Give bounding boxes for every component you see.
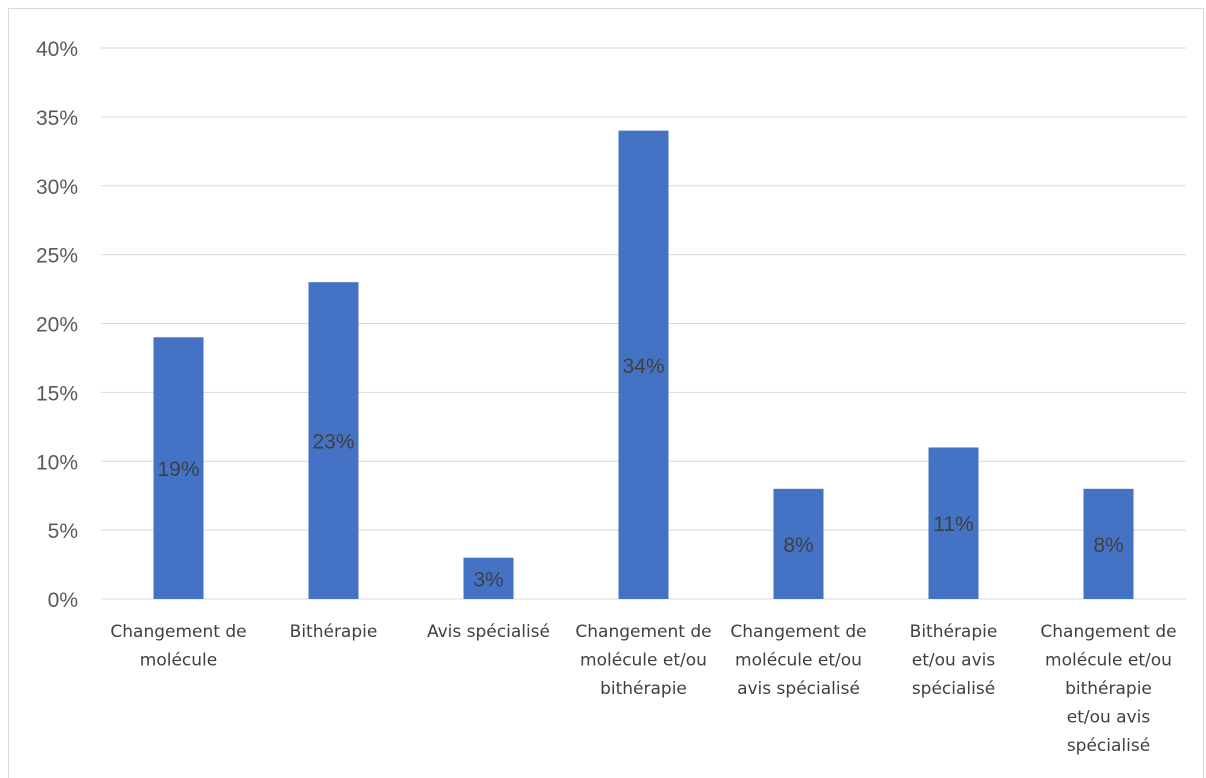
category-label-line: et/ou avis: [912, 651, 996, 671]
data-label: 11%: [933, 513, 973, 536]
category-label-line: bithérapie: [600, 679, 687, 699]
x-axis-categories: Changement de molécule Bithérapie Avis spéc…: [110, 622, 1176, 756]
category-label-line: molécule: [140, 651, 217, 671]
category-label-line: Changement de: [730, 622, 866, 642]
category-label-line: molécule et/ou: [580, 651, 707, 671]
category-label-line: spécialisé: [912, 679, 995, 699]
y-tick-label: 10%: [36, 451, 78, 474]
category-label: Changement de molécule: [110, 622, 246, 671]
category-label-line: Changement de: [1040, 622, 1176, 642]
bar: [618, 130, 669, 599]
category-label: Bithérapie et/ou avis spécialisé: [910, 622, 998, 699]
category-label: Avis spécialisé: [427, 622, 550, 642]
y-tick-label: 15%: [36, 382, 78, 405]
category-label-line: Bithérapie: [910, 622, 998, 642]
chart-frame: [8, 8, 1204, 778]
category-label: Changement de molécule et/ou avis spéciali…: [730, 622, 866, 699]
category-label: Bithérapie: [290, 622, 378, 642]
y-tick-label: 40%: [36, 38, 78, 61]
data-label: 19%: [157, 458, 199, 481]
y-tick-label: 20%: [36, 314, 78, 337]
category-label-line: Changement de: [575, 622, 711, 642]
data-label: 23%: [312, 431, 354, 454]
category-label-line: molécule et/ou: [1045, 651, 1172, 671]
bar: [463, 557, 514, 599]
category-label-line: avis spécialisé: [737, 679, 860, 699]
category-label: Changement de molécule et/ou bithérapie et/…: [1040, 622, 1176, 756]
y-tick-label: 30%: [36, 176, 78, 199]
category-label-line: et/ou avis: [1067, 708, 1151, 728]
bar: [153, 337, 204, 599]
data-label: 8%: [1093, 534, 1123, 557]
bar: [1083, 488, 1134, 599]
bars: [153, 130, 1134, 599]
y-tick-label: 0%: [48, 589, 78, 612]
data-label: 3%: [473, 568, 503, 591]
category-label-line: molécule et/ou: [735, 651, 862, 671]
y-tick-label: 25%: [36, 245, 78, 268]
y-tick-label: 5%: [48, 520, 78, 543]
category-label-line: Changement de: [110, 622, 246, 642]
bar: [773, 488, 824, 599]
y-axis-ticks: 0% 5% 10% 15% 20% 25% 30% 35% 40%: [36, 38, 78, 612]
category-label-line: spécialisé: [1067, 736, 1150, 756]
category-label-line: Avis spécialisé: [427, 622, 550, 642]
category-label-line: bithérapie: [1065, 679, 1152, 699]
bar: [308, 282, 359, 599]
category-label: Changement de molécule et/ou bithérapie: [575, 622, 711, 699]
data-label: 8%: [783, 534, 813, 557]
data-labels: 19% 23% 3% 34% 8% 11% 8%: [157, 355, 1123, 592]
bar: [928, 447, 979, 599]
y-tick-label: 35%: [36, 107, 78, 130]
category-label-line: Bithérapie: [290, 622, 378, 642]
data-label: 34%: [622, 355, 664, 378]
